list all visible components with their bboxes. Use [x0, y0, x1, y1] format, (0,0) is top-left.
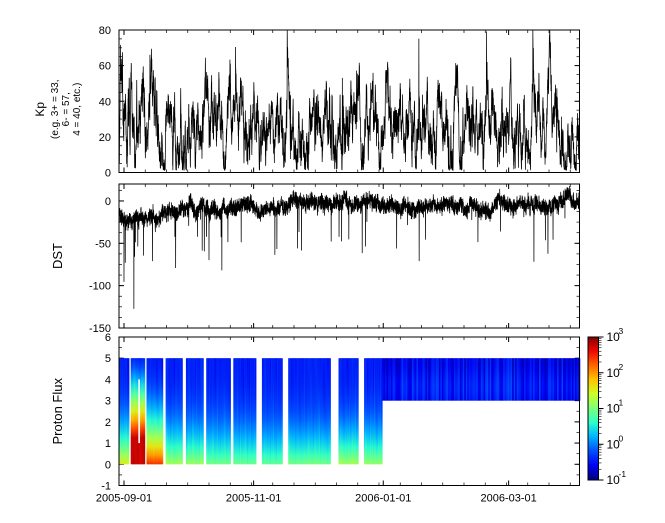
svg-text:1: 1: [619, 398, 624, 408]
svg-text:4: 4: [105, 374, 111, 386]
svg-text:0: 0: [105, 168, 111, 180]
svg-text:5: 5: [105, 353, 111, 365]
svg-text:-1: -1: [619, 469, 627, 479]
svg-text:2: 2: [619, 362, 624, 372]
svg-text:3: 3: [619, 326, 624, 336]
svg-text:Kp: Kp: [33, 102, 47, 117]
svg-text:(e.g. 3+ = 33,: (e.g. 3+ = 33,: [50, 80, 61, 140]
svg-text:-100: -100: [89, 281, 111, 293]
svg-text:4 = 40, etc.): 4 = 40, etc.): [72, 83, 83, 136]
svg-text:40: 40: [99, 96, 111, 108]
svg-text:0: 0: [105, 459, 111, 471]
svg-text:6: 6: [105, 332, 111, 344]
svg-text:DST: DST: [50, 243, 65, 269]
svg-text:Proton Flux: Proton Flux: [50, 378, 65, 445]
svg-text:6- = 57,: 6- = 57,: [61, 92, 72, 126]
svg-text:80: 80: [99, 25, 111, 37]
svg-text:2: 2: [105, 417, 111, 429]
svg-text:20: 20: [99, 132, 111, 144]
svg-text:0: 0: [619, 433, 624, 443]
svg-text:0: 0: [105, 196, 111, 208]
svg-text:-50: -50: [95, 238, 111, 250]
svg-text:-1: -1: [101, 481, 111, 493]
svg-text:60: 60: [99, 61, 111, 73]
svg-text:1: 1: [105, 438, 111, 450]
svg-text:2006-01-01: 2006-01-01: [355, 493, 411, 505]
svg-text:3: 3: [105, 396, 111, 408]
svg-text:2005-09-01: 2005-09-01: [96, 493, 152, 505]
svg-text:2005-11-01: 2005-11-01: [226, 493, 281, 505]
svg-text:2006-03-01: 2006-03-01: [480, 493, 536, 505]
